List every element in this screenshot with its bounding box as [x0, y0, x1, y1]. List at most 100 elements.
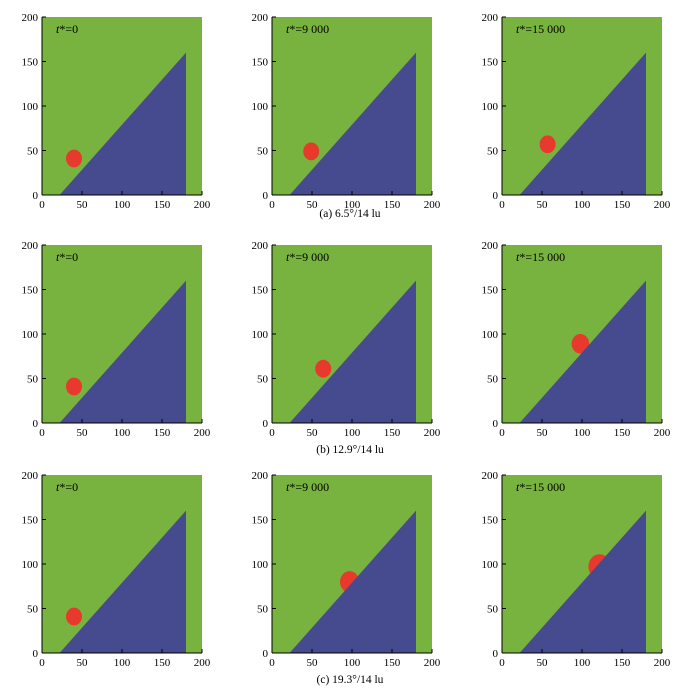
- time-star: *: [519, 250, 525, 264]
- x-tick-label: 150: [154, 657, 171, 669]
- time-variable: t: [56, 480, 60, 494]
- x-tick-label: 50: [537, 657, 549, 669]
- time-variable: t: [286, 480, 290, 494]
- time-variable: t: [286, 250, 290, 264]
- x-tick-label: 200: [424, 199, 441, 211]
- y-tick-label: 200: [252, 12, 269, 24]
- x-tick-label: 50: [77, 199, 89, 211]
- y-tick-label: 50: [487, 146, 499, 158]
- time-variable: t: [516, 22, 520, 36]
- time-value: =15 000: [525, 480, 565, 494]
- solid-wedge: [59, 510, 186, 653]
- solid-wedge: [289, 510, 416, 653]
- panel-r1-c1: 0 50 100 150 200 0 50 100 150 200 t*=9 000: [252, 240, 441, 439]
- y-tick-label: 50: [27, 604, 39, 616]
- panel-r2-c1: 0 50 100 150 200 0 50 100 150 200 t*=9 000: [252, 470, 441, 669]
- time-value: =15 000: [525, 250, 565, 264]
- y-tick-label: 50: [257, 146, 269, 158]
- y-tick-label: 150: [252, 57, 269, 69]
- x-tick-label: 150: [614, 657, 631, 669]
- x-tick-label: 0: [39, 427, 45, 439]
- x-tick-label: 50: [307, 657, 319, 669]
- time-label: t*=15 000: [516, 480, 565, 494]
- x-tick-label: 150: [384, 657, 401, 669]
- y-tick-label: 150: [482, 285, 499, 297]
- x-tick-label: 50: [537, 427, 549, 439]
- y-tick-label: 0: [263, 648, 269, 660]
- y-tick-label: 150: [252, 515, 269, 527]
- time-variable: t: [56, 22, 60, 36]
- time-value: =0: [65, 250, 78, 264]
- x-tick-label: 100: [574, 657, 591, 669]
- time-variable: t: [56, 250, 60, 264]
- y-tick-label: 0: [263, 418, 269, 430]
- y-tick-label: 200: [252, 240, 269, 252]
- time-variable: t: [516, 480, 520, 494]
- y-tick-label: 0: [263, 190, 269, 202]
- x-tick-label: 100: [114, 199, 131, 211]
- y-tick-label: 100: [252, 329, 269, 341]
- panel-r0-c2: 0 50 100 150 200 0 50 100 150 200 t*=15 000: [482, 12, 671, 211]
- panel-r2-c2: 0 50 100 150 200 0 50 100 150 200 t*=15 000: [482, 470, 671, 669]
- y-tick-label: 0: [493, 418, 499, 430]
- time-star: *: [59, 250, 65, 264]
- time-star: *: [59, 480, 65, 494]
- x-tick-label: 100: [114, 427, 131, 439]
- x-tick-label: 100: [574, 427, 591, 439]
- time-value: =9 000: [295, 480, 329, 494]
- y-tick-label: 50: [487, 374, 499, 386]
- x-tick-label: 200: [194, 657, 211, 669]
- x-tick-label: 200: [654, 657, 671, 669]
- x-tick-label: 0: [39, 199, 45, 211]
- x-tick-label: 200: [194, 199, 211, 211]
- y-tick-label: 100: [22, 329, 39, 341]
- x-tick-label: 150: [154, 199, 171, 211]
- time-label: t*=15 000: [516, 250, 565, 264]
- x-tick-label: 200: [654, 427, 671, 439]
- y-tick-label: 150: [22, 57, 39, 69]
- y-tick-label: 150: [22, 285, 39, 297]
- row-caption-0: (a) 6.5°/14 lu: [319, 208, 380, 220]
- time-star: *: [59, 22, 65, 36]
- time-value: =0: [65, 480, 78, 494]
- time-variable: t: [516, 250, 520, 264]
- time-label: t*=0: [56, 250, 78, 264]
- panel-r1-c0: 0 50 100 150 200 0 50 100 150 200 t*=0: [22, 240, 211, 439]
- y-tick-label: 50: [487, 604, 499, 616]
- time-value: =9 000: [295, 250, 329, 264]
- time-label: t*=0: [56, 480, 78, 494]
- time-label: t*=9 000: [286, 22, 329, 36]
- x-tick-label: 150: [154, 427, 171, 439]
- y-tick-label: 200: [252, 470, 269, 482]
- x-tick-label: 50: [77, 657, 89, 669]
- solid-wedge: [289, 52, 416, 195]
- y-tick-label: 100: [252, 559, 269, 571]
- y-tick-label: 150: [252, 285, 269, 297]
- row-caption-1: (b) 12.9°/14 lu: [316, 444, 384, 456]
- x-tick-label: 150: [384, 199, 401, 211]
- row-caption-2: (c) 19.3°/14 lu: [317, 674, 384, 686]
- solid-wedge: [519, 510, 646, 653]
- x-tick-label: 50: [307, 427, 319, 439]
- x-tick-label: 200: [194, 427, 211, 439]
- x-tick-label: 0: [39, 657, 45, 669]
- x-tick-label: 0: [269, 427, 275, 439]
- x-tick-label: 150: [614, 427, 631, 439]
- droplet: [303, 142, 320, 161]
- x-tick-label: 50: [537, 199, 549, 211]
- time-value: =9 000: [295, 22, 329, 36]
- time-value: =0: [65, 22, 78, 36]
- y-tick-label: 200: [22, 470, 39, 482]
- x-tick-label: 50: [77, 427, 89, 439]
- panel-r1-c2: 0 50 100 150 200 0 50 100 150 200 t*=15 000: [482, 240, 671, 439]
- x-tick-label: 0: [269, 657, 275, 669]
- x-tick-label: 200: [654, 199, 671, 211]
- panel-r2-c0: 0 50 100 150 200 0 50 100 150 200 t*=0: [22, 470, 211, 669]
- y-tick-label: 150: [22, 515, 39, 527]
- x-tick-label: 50: [307, 199, 319, 211]
- y-tick-label: 100: [252, 101, 269, 113]
- x-tick-label: 0: [499, 657, 505, 669]
- droplet: [571, 334, 590, 354]
- y-tick-label: 200: [482, 240, 499, 252]
